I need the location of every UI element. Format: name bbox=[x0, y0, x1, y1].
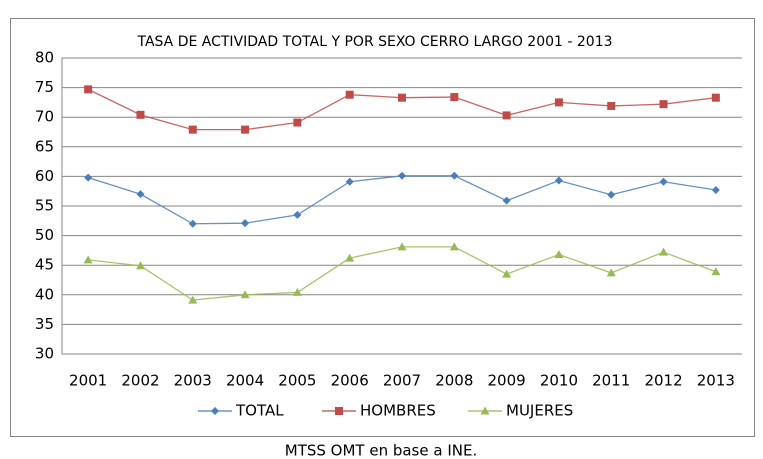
x-tick-label: 2003 bbox=[174, 372, 212, 390]
x-tick-label: 2002 bbox=[121, 372, 159, 390]
marker bbox=[502, 196, 511, 205]
legend-label: MUJERES bbox=[506, 402, 573, 420]
legend-label: HOMBRES bbox=[360, 402, 436, 420]
marker bbox=[241, 125, 250, 134]
marker bbox=[554, 98, 563, 107]
marker bbox=[240, 290, 250, 299]
source-note: MTSS OMT en base a INE. bbox=[285, 442, 477, 459]
marker bbox=[345, 253, 355, 262]
x-tick-label: 2012 bbox=[644, 372, 682, 390]
y-tick-label: 50 bbox=[35, 226, 54, 244]
marker bbox=[606, 268, 616, 277]
x-tick-label: 2006 bbox=[331, 372, 369, 390]
x-tick-label: 2007 bbox=[383, 372, 421, 390]
y-tick-label: 65 bbox=[35, 137, 54, 155]
y-tick-label: 80 bbox=[35, 49, 54, 67]
x-tick-label: 2010 bbox=[540, 372, 578, 390]
marker bbox=[293, 210, 302, 219]
marker bbox=[449, 242, 459, 251]
marker bbox=[450, 171, 459, 180]
marker bbox=[84, 173, 93, 182]
marker bbox=[188, 219, 197, 228]
marker bbox=[84, 85, 93, 94]
y-tick-label: 45 bbox=[35, 256, 54, 274]
legend-label: TOTAL bbox=[235, 402, 284, 420]
marker bbox=[607, 190, 616, 199]
marker bbox=[554, 250, 564, 259]
marker bbox=[711, 267, 721, 276]
y-tick-label: 30 bbox=[35, 345, 54, 363]
x-tick-label: 2008 bbox=[435, 372, 473, 390]
marker bbox=[711, 186, 720, 195]
marker bbox=[659, 247, 669, 256]
marker bbox=[397, 242, 407, 251]
marker bbox=[659, 177, 668, 186]
y-tick-label: 40 bbox=[35, 285, 54, 303]
marker bbox=[607, 101, 616, 110]
marker bbox=[292, 287, 302, 296]
marker bbox=[450, 93, 459, 102]
y-tick-label: 75 bbox=[35, 78, 54, 96]
marker bbox=[345, 90, 354, 99]
chart-frame bbox=[10, 18, 755, 437]
marker bbox=[345, 177, 354, 186]
marker bbox=[211, 407, 219, 415]
marker bbox=[502, 269, 512, 278]
marker bbox=[398, 171, 406, 180]
x-tick-label: 2005 bbox=[278, 372, 316, 390]
marker bbox=[659, 100, 668, 109]
y-tick-label: 60 bbox=[35, 167, 54, 185]
marker bbox=[241, 219, 250, 228]
marker bbox=[554, 176, 563, 185]
marker bbox=[293, 118, 302, 127]
y-tick-label: 70 bbox=[35, 108, 54, 126]
marker bbox=[136, 190, 145, 199]
x-tick-label: 2011 bbox=[592, 372, 630, 390]
marker bbox=[188, 295, 198, 304]
marker bbox=[335, 407, 343, 415]
y-tick-label: 55 bbox=[35, 197, 54, 215]
marker bbox=[83, 255, 93, 264]
marker bbox=[188, 125, 197, 134]
x-tick-label: 2001 bbox=[69, 372, 107, 390]
y-tick-label: 35 bbox=[35, 315, 54, 333]
marker bbox=[502, 111, 511, 120]
x-tick-label: 2009 bbox=[488, 372, 526, 390]
marker bbox=[135, 261, 145, 270]
x-tick-label: 2013 bbox=[697, 372, 735, 390]
marker bbox=[480, 406, 490, 415]
marker bbox=[711, 93, 720, 102]
x-tick-label: 2004 bbox=[226, 372, 264, 390]
chart-title: TASA DE ACTIVIDAD TOTAL Y POR SEXO CERRO… bbox=[136, 34, 612, 50]
marker bbox=[136, 110, 145, 119]
marker bbox=[398, 93, 406, 102]
